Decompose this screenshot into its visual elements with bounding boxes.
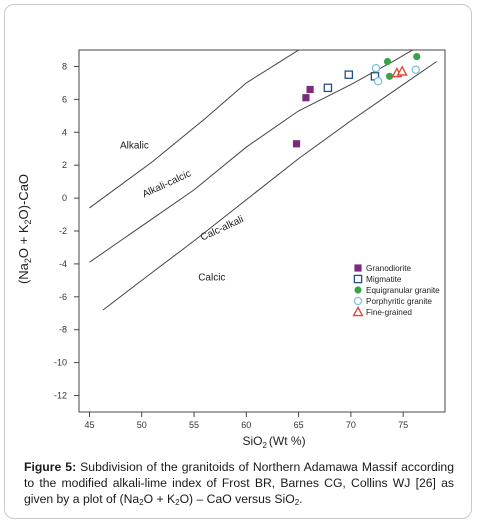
x-tick-label: 65: [294, 420, 304, 430]
point-equigranular-granite: [385, 72, 394, 80]
figure-caption: Figure 5: Subdivision of the granitoids …: [24, 459, 454, 507]
boundary-line-2: [89, 50, 414, 263]
x-tick-label: 45: [84, 420, 94, 430]
point-porphyritic-granite: [411, 65, 420, 74]
y-tick-label: -4: [59, 259, 67, 269]
caption-text-3: O) – CaO versus SiO: [179, 492, 295, 506]
point-granodiorite: [292, 140, 301, 148]
series-granodiorite: [292, 85, 314, 148]
legend-marker-migmatite: [353, 274, 363, 284]
y-tick-label: 4: [62, 127, 67, 137]
caption-text-1: Subdivision of the granitoids of Norther…: [24, 460, 454, 506]
legend-label-equigranular-granite: Equigranular granite: [366, 286, 440, 295]
point-porphyritic-granite: [373, 77, 383, 86]
boundary-line-1: [89, 50, 300, 209]
legend-marker-porphyritic-granite: [353, 296, 363, 306]
scatter-chart: 45 50 55 60 65 70 75 8 6 4 2 0 -2 -4 -6 -8 -10 -12 SiO2 (Wt…: [16, 49, 446, 450]
x-axis-label: SiO2 (Wt %): [242, 434, 305, 450]
caption-sub-2: 2: [175, 498, 180, 507]
point-porphyritic-granite: [371, 63, 381, 73]
y-tick-label: -6: [59, 292, 67, 302]
x-tick-label: 55: [189, 420, 199, 430]
caption-label: Figure 5:: [24, 460, 77, 474]
y-tick-label: 6: [62, 94, 67, 104]
legend: Granodiorite Migmatite Equigranular granit…: [352, 264, 440, 317]
caption-sub-1: 2: [139, 498, 144, 507]
x-tick-label: 75: [398, 420, 408, 430]
y-tick-label: 2: [62, 160, 67, 170]
y-axis-label: (Na2O + K2O)-CaO: [16, 174, 33, 284]
y-tick-label: -2: [59, 226, 67, 236]
y-tick-label: 0: [62, 193, 67, 203]
x-tick-label: 60: [241, 420, 251, 430]
y-tick-label: -8: [59, 325, 67, 335]
caption-text-4: .: [299, 492, 303, 506]
point-equigranular-granite: [413, 52, 421, 61]
point-fine-grained: [396, 65, 408, 76]
y-tick-label: -12: [54, 391, 67, 401]
y-tick-label: 8: [62, 61, 67, 71]
series-fine-grained: [391, 65, 408, 78]
legend-marker-granodiorite: [354, 264, 362, 272]
x-tick-label: 70: [346, 420, 356, 430]
x-tick-label: 50: [137, 420, 147, 430]
field-label: Calcic: [198, 272, 225, 283]
boundary-line-3: [102, 61, 437, 311]
point-granodiorite: [302, 94, 310, 102]
legend-marker-fine-grained: [352, 305, 364, 317]
series-equigranular-granite: [383, 52, 421, 80]
point-granodiorite: [306, 85, 314, 94]
legend-label-migmatite: Migmatite: [366, 275, 402, 284]
point-equigranular-granite: [383, 57, 392, 66]
series-porphyritic-granite: [371, 63, 420, 86]
legend-marker-equigranular-granite: [354, 286, 362, 294]
point-migmatite: [323, 83, 333, 93]
point-migmatite: [344, 70, 354, 79]
legend-label-granodiorite: Granodiorite: [366, 264, 412, 273]
caption-sub-3: 2: [294, 498, 300, 507]
y-tick-label: -10: [54, 358, 67, 368]
legend-label-fine-grained: Fine-grained: [366, 308, 412, 317]
legend-label-porphyritic-granite: Porphyritic granite: [366, 297, 432, 306]
caption-text-2: O + K: [143, 492, 176, 506]
field-label: Alkalic: [120, 141, 149, 152]
